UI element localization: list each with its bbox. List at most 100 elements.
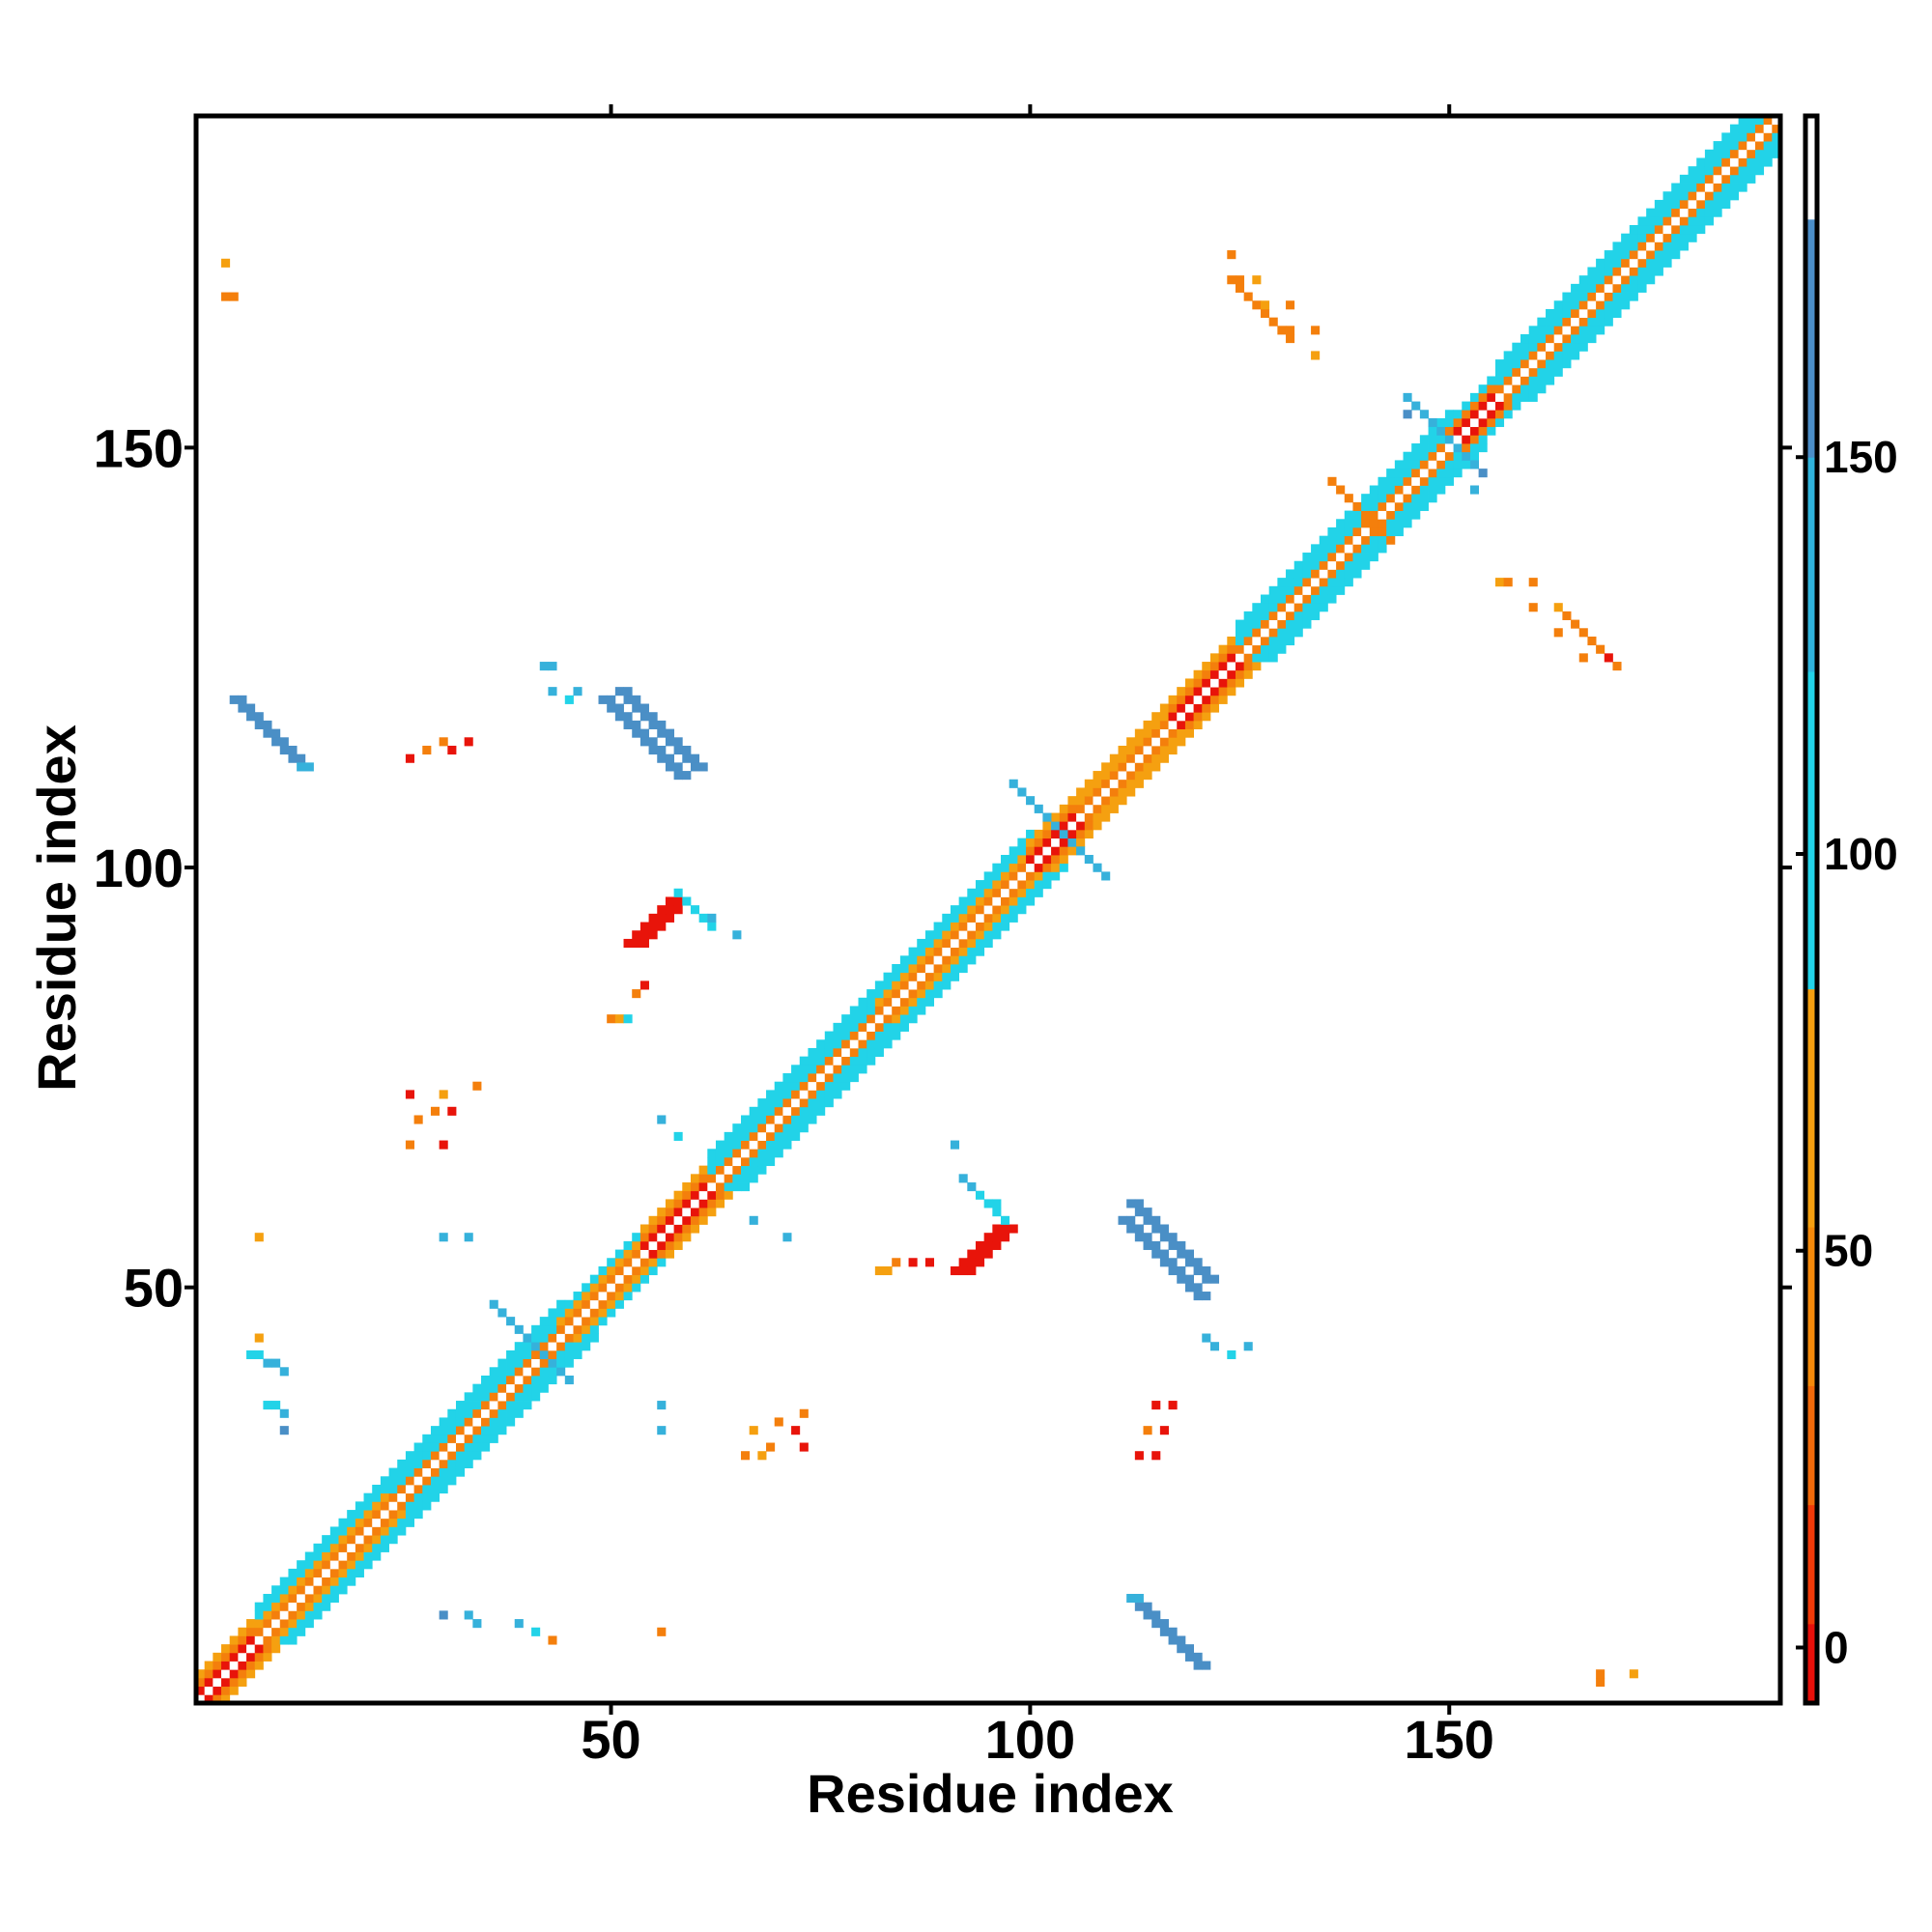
heatmap-cell (397, 1518, 407, 1527)
heatmap-cell (548, 1333, 557, 1343)
heatmap-cell (304, 1602, 314, 1611)
heatmap-cell (271, 1610, 281, 1620)
heatmap-cell (1754, 157, 1765, 167)
heatmap-cell (1469, 417, 1480, 428)
heatmap-cell (1428, 469, 1437, 478)
heatmap-cell (1662, 191, 1672, 201)
heatmap-cell (833, 1022, 842, 1032)
heatmap-cell (1587, 292, 1597, 301)
x-tick-label: 100 (985, 1709, 1075, 1770)
heatmap-cell (564, 1333, 574, 1343)
heatmap-cell (1143, 1208, 1152, 1217)
heatmap-cell (950, 972, 960, 981)
heatmap-cell (1453, 426, 1463, 436)
heatmap-cell (288, 1593, 298, 1604)
heatmap-cell (548, 1358, 557, 1368)
heatmap-cell (1637, 233, 1647, 242)
heatmap-cell (1512, 342, 1521, 352)
heatmap-cell (799, 1408, 809, 1418)
heatmap-cell (229, 1635, 239, 1645)
heatmap-cell (422, 1492, 432, 1502)
heatmap-cell (481, 1442, 491, 1452)
heatmap-cell (363, 1551, 373, 1561)
heatmap-cell (1378, 519, 1387, 528)
heatmap-cell (665, 753, 675, 763)
heatmap-cell (413, 1476, 423, 1486)
x-tick-label: 50 (581, 1709, 640, 1770)
heatmap-cell (1059, 812, 1068, 822)
heatmap-cell (1336, 560, 1346, 570)
heatmap-cell (1202, 1265, 1211, 1276)
heatmap-cell (1587, 636, 1597, 646)
heatmap-cell (388, 1518, 398, 1527)
heatmap-cell (1168, 720, 1178, 729)
heatmap-cell (648, 930, 658, 940)
heatmap-cell (1177, 1274, 1186, 1284)
heatmap-cell (1009, 913, 1018, 923)
heatmap-cell (1177, 687, 1186, 696)
heatmap-cell (1227, 678, 1236, 688)
heatmap-cell (1311, 611, 1321, 620)
heatmap-cell (1336, 553, 1346, 562)
heatmap-cell (992, 863, 1002, 872)
heatmap-cell (1378, 485, 1387, 495)
heatmap-cell (1076, 787, 1086, 797)
heatmap-cell (1419, 443, 1429, 453)
heatmap-cell (1671, 242, 1681, 251)
heatmap-cell (355, 1568, 364, 1577)
colorbar-band (1805, 1504, 1817, 1625)
heatmap-cell (774, 1098, 783, 1108)
heatmap-cell (430, 1476, 440, 1486)
heatmap-cell (413, 1510, 423, 1520)
heatmap-cell (1512, 392, 1521, 402)
heatmap-cell (1494, 410, 1505, 419)
heatmap-cell (288, 1585, 298, 1595)
heatmap-cell (648, 1265, 658, 1276)
heatmap-cell (732, 1182, 742, 1192)
heatmap-cell (1026, 854, 1036, 865)
heatmap-cell (673, 1224, 683, 1234)
heatmap-cell (1604, 250, 1613, 260)
heatmap-cell (1721, 174, 1731, 184)
heatmap-cell (623, 1240, 633, 1250)
heatmap-cell (1428, 435, 1437, 444)
heatmap-cell (363, 1510, 373, 1520)
heatmap-cell (1261, 653, 1270, 663)
heatmap-cell (757, 1165, 767, 1175)
heatmap-cell (808, 1073, 817, 1083)
heatmap-cell (1562, 308, 1572, 319)
heatmap-cell (1537, 342, 1547, 352)
heatmap-cell (933, 980, 943, 990)
heatmap-cell (942, 964, 952, 974)
heatmap-cell (1662, 216, 1672, 226)
heatmap-cell (1704, 216, 1714, 226)
heatmap-cell (405, 1476, 415, 1486)
heatmap-cell (732, 1149, 742, 1158)
heatmap-cell (1528, 578, 1538, 587)
heatmap-cell (967, 913, 977, 923)
heatmap-cell (908, 989, 918, 999)
heatmap-cell (1327, 585, 1337, 595)
heatmap-cell (917, 955, 926, 965)
heatmap-cell (639, 712, 649, 722)
heatmap-cell (1679, 233, 1689, 242)
heatmap-cell (698, 1165, 708, 1175)
heatmap-cell (531, 1627, 541, 1636)
heatmap-cell (874, 997, 884, 1007)
heatmap-cell (1034, 888, 1043, 897)
heatmap-cell (858, 1065, 867, 1074)
heatmap-cell (682, 753, 692, 763)
heatmap-cell (1026, 888, 1036, 897)
heatmap-cell (1109, 796, 1119, 806)
heatmap-cell (1679, 242, 1689, 251)
heatmap-cell (1662, 250, 1672, 260)
heatmap-cell (1126, 1215, 1136, 1225)
heatmap-cell (1143, 720, 1152, 729)
heatmap-cell (372, 1501, 382, 1511)
heatmap-cell (582, 1299, 591, 1309)
heatmap-cell (1202, 703, 1211, 713)
heatmap-cell (397, 1476, 407, 1486)
heatmap-cell (1344, 519, 1353, 528)
heatmap-cell (1394, 485, 1404, 495)
heatmap-cell (1571, 308, 1580, 319)
